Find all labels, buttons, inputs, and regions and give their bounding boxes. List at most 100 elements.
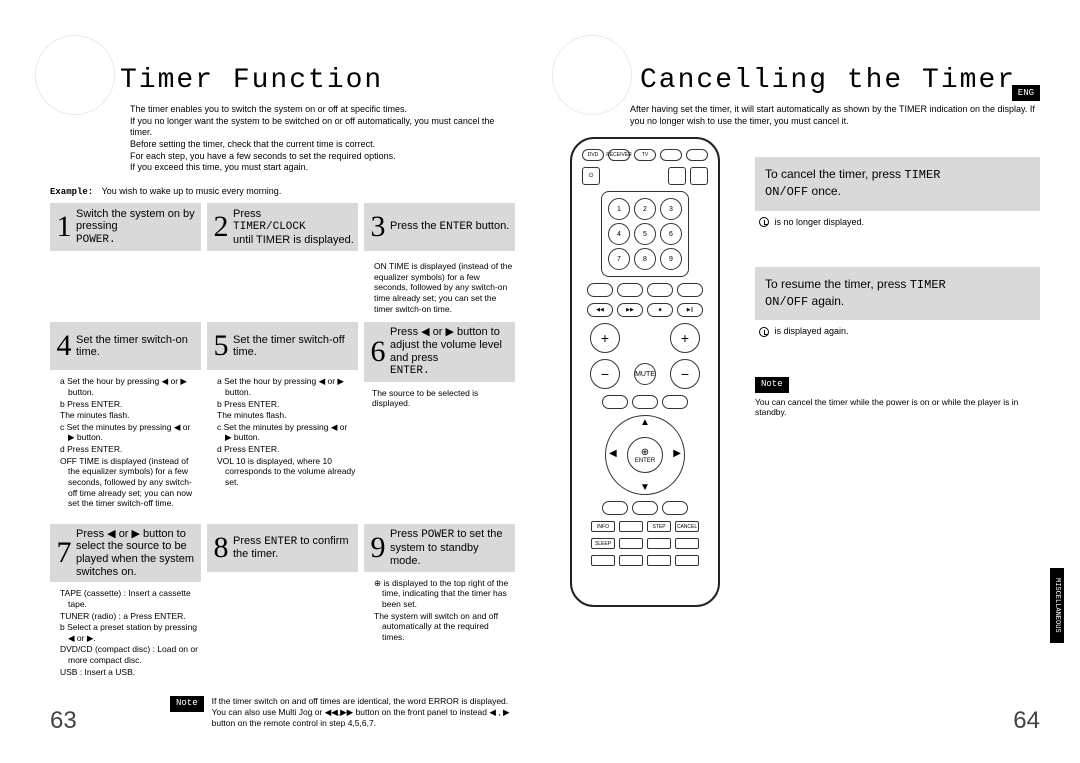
remote-illustration: DVD RECEIVER TV ⏻ 123 456 bbox=[570, 137, 720, 607]
step-5: 5 Set the timer switch-off time. a Set t… bbox=[207, 322, 358, 520]
remote-btn bbox=[675, 555, 699, 566]
example-label: Example: bbox=[50, 187, 93, 197]
remote-btn bbox=[675, 538, 699, 549]
page-right: ENG Cancelling the Timer After having se… bbox=[540, 0, 1080, 763]
step-4: 4 Set the timer switch-on time. a Set th… bbox=[50, 322, 201, 520]
cancel-block: To cancel the timer, press TIMER ON/OFF … bbox=[755, 157, 1040, 210]
right-intro: After having set the timer, it will star… bbox=[630, 104, 1040, 127]
step-text: Press ◀ or ▶ button to select the source… bbox=[76, 528, 197, 579]
language-badge: ENG bbox=[1012, 85, 1040, 101]
step-text: Set the timer switch-on time. bbox=[76, 334, 197, 359]
steps-grid: 1 Switch the system on by pressing POWER… bbox=[50, 203, 515, 688]
step-body: TAPE (cassette) : Insert a cassette tape… bbox=[50, 582, 201, 688]
intro-line: If you no longer want the system to be s… bbox=[130, 116, 515, 139]
step-9: 9 Press POWER to set the system to stand… bbox=[364, 524, 515, 689]
remote-btn: DVD bbox=[582, 149, 604, 161]
step-number: 1 bbox=[52, 212, 76, 242]
remote-btn bbox=[662, 395, 688, 409]
remote-btn bbox=[619, 555, 643, 566]
left-note: Note If the timer switch on and off time… bbox=[170, 696, 515, 729]
decorative-arc bbox=[35, 35, 115, 115]
remote-btn bbox=[677, 283, 703, 297]
page-number: 64 bbox=[1013, 707, 1040, 735]
right-instructions: To cancel the timer, press TIMER ON/OFF … bbox=[755, 137, 1040, 607]
remote-btn bbox=[587, 283, 613, 297]
remote-btn bbox=[660, 149, 682, 161]
page-number: 63 bbox=[50, 707, 77, 735]
step-text: Set the timer switch-off time. bbox=[233, 334, 354, 359]
numpad-btn: 4 bbox=[608, 223, 630, 245]
remote-btn: ■ bbox=[647, 303, 673, 317]
note-tag: Note bbox=[170, 696, 204, 712]
intro-line: If you exceed this time, you must start … bbox=[130, 162, 515, 174]
clock-icon bbox=[759, 217, 769, 227]
intro-line: Before setting the timer, check that the… bbox=[130, 139, 515, 151]
step-1: 1 Switch the system on by pressing POWER… bbox=[50, 203, 201, 251]
remote-btn: TV bbox=[634, 149, 656, 161]
numpad-btn: 9 bbox=[660, 248, 682, 270]
remote-btn bbox=[690, 167, 708, 185]
step-text: Press TIMER/CLOCK until TIMER is display… bbox=[233, 208, 354, 247]
resume-block: To resume the timer, press TIMER ON/OFF … bbox=[755, 267, 1040, 320]
remote-btn: STEP bbox=[647, 521, 671, 532]
step-body: a Set the hour by pressing ◀ or ▶ button… bbox=[207, 370, 358, 498]
ch-up-icon: + bbox=[670, 323, 700, 353]
remote-btn bbox=[619, 521, 643, 532]
step-number: 6 bbox=[366, 337, 390, 367]
step-3: 3 Press the ENTER button. bbox=[364, 203, 515, 251]
decorative-arc bbox=[552, 35, 632, 115]
example-text: You wish to wake up to music every morni… bbox=[102, 186, 282, 196]
resume-sub: is displayed again. bbox=[755, 326, 1040, 337]
note-tag: Note bbox=[755, 377, 789, 393]
clock-icon bbox=[759, 327, 769, 337]
remote-btn bbox=[617, 283, 643, 297]
step-text: Switch the system on by pressing POWER. bbox=[76, 208, 197, 247]
remote-btn bbox=[668, 167, 686, 185]
numpad-btn: 1 bbox=[608, 198, 630, 220]
dpad: ⊕ENTER ▲ ▼ ◀ ▶ bbox=[605, 415, 685, 495]
step-text: Press ENTER to confirm the timer. bbox=[233, 535, 354, 561]
vol-up-icon: + bbox=[590, 323, 620, 353]
mute-icon: MUTE bbox=[634, 363, 656, 385]
remote-btn bbox=[619, 538, 643, 549]
step-number: 2 bbox=[209, 212, 233, 242]
remote-btn bbox=[602, 395, 628, 409]
intro-line: The timer enables you to switch the syst… bbox=[130, 104, 515, 116]
numpad-btn: 7 bbox=[608, 248, 630, 270]
numpad-btn: 2 bbox=[634, 198, 656, 220]
step-text: Press the ENTER button. bbox=[390, 220, 509, 234]
remote-btn: CANCEL bbox=[675, 521, 699, 532]
remote-btn bbox=[602, 501, 628, 515]
remote-btn: ▶▶ bbox=[617, 303, 643, 317]
step-6: 6 Press ◀ or ▶ button to adjust the volu… bbox=[364, 322, 515, 520]
left-arrow-icon: ◀ bbox=[609, 448, 617, 459]
step-7: 7 Press ◀ or ▶ button to select the sour… bbox=[50, 524, 201, 689]
step-2: 2 Press TIMER/CLOCK until TIMER is displ… bbox=[207, 203, 358, 251]
remote-btn bbox=[647, 538, 671, 549]
step-body: ⊕ is displayed to the top right of the t… bbox=[364, 572, 515, 654]
step-body: a Set the hour by pressing ◀ or ▶ button… bbox=[50, 370, 201, 520]
numpad-btn: 6 bbox=[660, 223, 682, 245]
remote-column: DVD RECEIVER TV ⏻ 123 456 bbox=[570, 137, 725, 607]
right-note: Note bbox=[755, 377, 1040, 393]
step-body: The source to be selected is displayed. bbox=[364, 382, 515, 419]
remote-btn bbox=[647, 283, 673, 297]
right-content: DVD RECEIVER TV ⏻ 123 456 bbox=[570, 137, 1040, 607]
remote-btn bbox=[662, 501, 688, 515]
page-left: Timer Function The timer enables you to … bbox=[0, 0, 540, 763]
step-8: 8 Press ENTER to confirm the timer. bbox=[207, 524, 358, 689]
left-title: Timer Function bbox=[120, 65, 515, 96]
vol-down-icon: − bbox=[590, 359, 620, 389]
intro-line: For each step, you have a few seconds to… bbox=[130, 151, 515, 163]
right-arrow-icon: ▶ bbox=[673, 448, 681, 459]
remote-btn: RECEIVER bbox=[608, 149, 630, 161]
step-number: 9 bbox=[366, 533, 390, 563]
section-tab: MISCELLANEOUS bbox=[1050, 568, 1064, 643]
remote-btn bbox=[686, 149, 708, 161]
remote-btn: ▶|| bbox=[677, 303, 703, 317]
step-number: 8 bbox=[209, 533, 233, 563]
ch-down-icon: − bbox=[670, 359, 700, 389]
numpad-btn: 8 bbox=[634, 248, 656, 270]
page-spread: Timer Function The timer enables you to … bbox=[0, 0, 1080, 763]
step-number: 5 bbox=[209, 331, 233, 361]
